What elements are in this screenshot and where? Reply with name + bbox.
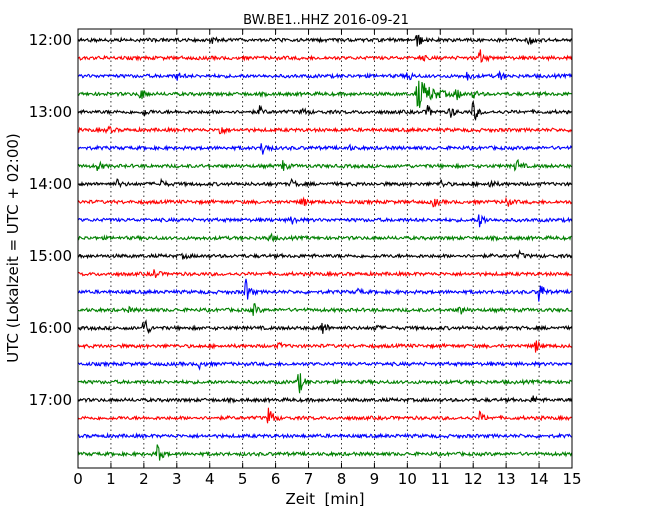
seismogram-trace [77,143,573,155]
seismogram-trace [77,69,573,81]
x-tick-label: 11 [431,470,450,488]
y-tick-label: 12:00 [29,31,72,49]
seismogram-trace [77,196,573,208]
y-tick-label: 14:00 [29,175,72,193]
seismogram-trace [77,232,572,243]
x-axis: 0 1 2 3 4 5 6 7 8 9 10 11 12 13 14 15 [73,29,582,488]
seismogram-trace [77,395,573,405]
seismogram-trace [77,214,573,228]
y-tick-label: 17:00 [29,391,72,409]
seismogram-trace [77,249,572,260]
seismogram-trace [77,319,573,335]
y-axis-label: UTC (Lokalzeit = UTC + 02:00) [4,133,22,363]
seismogram-trace [77,49,573,63]
x-tick-label: 4 [205,470,215,488]
x-tick-label: 14 [530,470,549,488]
x-tick-label: 5 [238,470,248,488]
seismogram-trace [77,80,572,108]
x-tick-label: 15 [562,470,581,488]
x-tick-label: 7 [304,470,314,488]
seismogram-trace [77,360,573,371]
seismogram-trace [77,407,572,424]
x-axis-label: Zeit [min] [285,490,364,508]
x-tick-label: 10 [398,470,417,488]
trace-area [77,34,573,461]
seismogram-trace [77,177,573,189]
x-tick-label: 2 [139,470,149,488]
y-axis: 12:00 13:00 14:00 15:00 16:00 17:00 [29,31,572,409]
seismogram-trace [77,34,573,47]
seismogram-trace [77,158,573,172]
x-tick-label: 3 [172,470,182,488]
x-tick-label: 1 [106,470,116,488]
seismogram-trace [77,373,572,394]
seismogram-trace [77,431,573,440]
seismogram-trace [77,302,573,316]
grid-lines [110,29,540,468]
seismogram-trace [77,269,572,278]
seismogram-trace [77,125,573,136]
chart-title: BW.BE1..HHZ 2016-09-21 [243,13,409,28]
x-tick-label: 13 [497,470,516,488]
x-tick-label: 12 [464,470,483,488]
x-tick-label: 0 [73,470,83,488]
x-tick-label: 6 [271,470,281,488]
y-tick-label: 16:00 [29,319,72,337]
y-tick-label: 13:00 [29,103,72,121]
seismogram-trace [77,278,572,302]
plot-frame [77,28,573,469]
x-tick-label: 9 [370,470,380,488]
seismogram-trace [77,444,573,461]
y-tick-label: 15:00 [29,247,72,265]
seismogram-trace [77,340,573,353]
seismogram-trace [77,99,572,121]
x-tick-label: 8 [337,470,347,488]
